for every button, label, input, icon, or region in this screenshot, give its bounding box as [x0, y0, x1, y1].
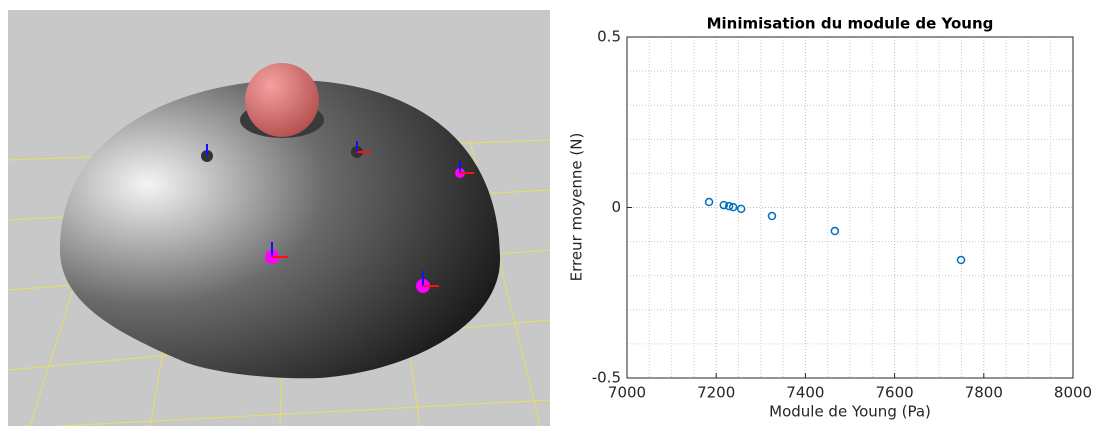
x-tick-label: 7000 — [608, 384, 646, 402]
scatter-point — [736, 204, 746, 214]
scatter-point — [767, 211, 777, 221]
render-view — [7, 10, 551, 426]
scatter-point — [728, 202, 738, 212]
y-axis-label: Erreur moyenne (N) — [568, 133, 586, 282]
scatter-point — [724, 201, 734, 211]
chart: Minimisation du module de Young Module d… — [568, 15, 1093, 421]
y-tick-label: 0 — [611, 198, 621, 216]
scatter-point — [719, 200, 729, 210]
x-tick-label: 8000 — [1054, 384, 1092, 402]
x-tick-label: 7600 — [876, 384, 914, 402]
scatter-point — [956, 255, 966, 265]
x-tick-label: 7800 — [965, 384, 1003, 402]
scatter-point — [704, 197, 714, 207]
x-tick-label: 7400 — [786, 384, 824, 402]
chart-title: Minimisation du module de Young — [707, 15, 994, 33]
y-tick-label: 0.5 — [597, 28, 621, 46]
x-tick-label: 7200 — [697, 384, 735, 402]
x-axis-label: Module de Young (Pa) — [769, 403, 931, 421]
y-tick-label: -0.5 — [592, 369, 621, 387]
scatter-point — [830, 226, 840, 236]
